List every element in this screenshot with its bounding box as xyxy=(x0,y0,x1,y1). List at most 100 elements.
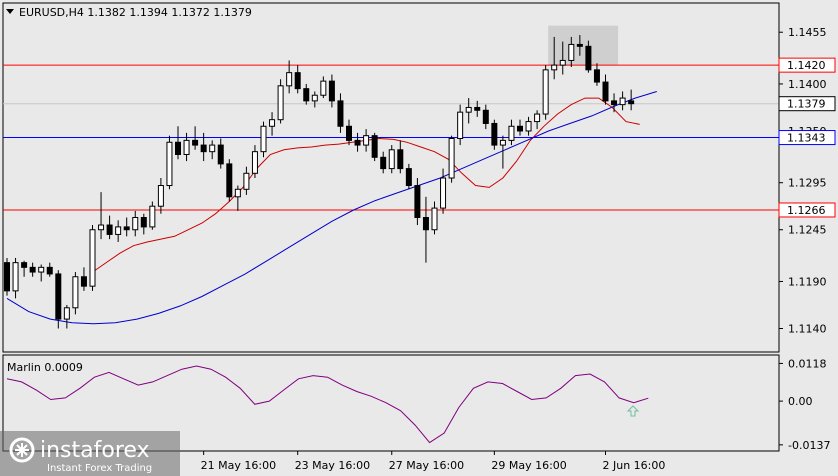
candle-body xyxy=(80,276,87,287)
candle-body xyxy=(611,100,618,106)
candle xyxy=(72,272,79,315)
dropdown-triangle-icon[interactable] xyxy=(6,9,14,14)
symbol-header: EURUSD,H4 1.1382 1.1394 1.1372 1.1379 xyxy=(19,6,252,19)
candle xyxy=(200,132,207,162)
candle-body xyxy=(157,185,164,207)
candle-body xyxy=(277,85,284,121)
candle-body xyxy=(337,100,344,127)
candle xyxy=(431,201,438,235)
candle xyxy=(611,93,618,113)
candle-body xyxy=(465,106,472,113)
candle-body xyxy=(192,139,199,146)
candle xyxy=(166,135,173,190)
candle xyxy=(311,91,318,108)
level-tag-label: 1.1420 xyxy=(787,59,826,72)
candle xyxy=(508,119,515,146)
candle-body xyxy=(4,262,10,292)
level-tag xyxy=(778,57,836,73)
candle-body xyxy=(286,72,293,87)
candle xyxy=(422,196,429,263)
candle-body xyxy=(551,64,558,71)
candle-body xyxy=(251,151,258,174)
candle xyxy=(405,163,412,190)
candle xyxy=(619,91,626,111)
candle xyxy=(414,178,421,226)
candle-body xyxy=(534,113,541,123)
candle-body xyxy=(311,94,318,102)
y-tick-label: 1.1455 xyxy=(788,26,827,39)
watermark-tagline: Instant Forex Trading xyxy=(47,463,152,474)
candle xyxy=(380,151,387,174)
candles xyxy=(4,35,635,329)
candle xyxy=(363,129,370,152)
candle xyxy=(371,132,378,162)
candle-body xyxy=(260,125,267,153)
candle xyxy=(328,74,335,108)
oscillator-label: Marlin 0.0009 xyxy=(7,361,83,374)
candle xyxy=(132,210,139,237)
candle xyxy=(251,145,258,178)
time-axis: 21 May 16:00 23 May 16:00 27 May 16:00 29 M… xyxy=(201,451,666,472)
candle xyxy=(21,260,28,277)
candle-body xyxy=(132,217,139,231)
candle xyxy=(217,138,224,169)
candle xyxy=(175,126,181,160)
candle xyxy=(525,116,532,136)
candle xyxy=(294,65,301,94)
candle xyxy=(192,126,199,150)
candle xyxy=(491,119,498,150)
instaforex-logo: instaforex Instant Forex Trading xyxy=(0,431,180,476)
candle-body xyxy=(29,266,36,273)
candle xyxy=(55,270,62,329)
candle-body xyxy=(269,119,276,127)
candle-body xyxy=(149,205,156,228)
x-tick-label: 2 Jun 16:00 xyxy=(603,459,666,472)
y-tick-label: 1.1140 xyxy=(788,322,827,335)
candle-body xyxy=(542,69,549,115)
candle-body xyxy=(474,106,481,111)
candle-body xyxy=(98,224,105,231)
x-tick-label: 21 May 16:00 xyxy=(201,459,276,472)
candle xyxy=(89,225,96,291)
candle xyxy=(337,93,344,133)
candle-body xyxy=(46,266,53,275)
candle xyxy=(628,89,635,111)
candle-body xyxy=(63,307,70,320)
up-arrow-icon xyxy=(626,405,640,417)
candle-body xyxy=(576,43,583,47)
candle xyxy=(320,76,327,99)
candle-body xyxy=(183,139,190,155)
candle xyxy=(568,36,575,68)
candle xyxy=(157,178,164,214)
candle-body xyxy=(593,69,600,83)
candle-body xyxy=(89,229,96,287)
candle-body xyxy=(328,80,335,102)
candle-body xyxy=(559,59,566,66)
candle xyxy=(440,168,447,214)
candle-body xyxy=(123,226,130,231)
candle xyxy=(397,140,404,174)
candle-body xyxy=(525,121,532,132)
candle-body xyxy=(405,168,412,187)
candle-body xyxy=(175,141,181,155)
candle xyxy=(277,79,284,124)
candle-body xyxy=(106,224,113,235)
price-axis: 1.14551.14001.13501.12951.12451.11901.11… xyxy=(778,26,836,335)
candle-body xyxy=(422,217,429,231)
main-panel xyxy=(2,2,780,353)
candle xyxy=(38,264,45,282)
candle xyxy=(115,220,122,242)
candle xyxy=(542,65,549,120)
candle xyxy=(123,217,130,237)
candle-body xyxy=(140,217,147,228)
candle xyxy=(63,304,70,329)
candle-body xyxy=(585,45,592,71)
candle-body xyxy=(363,135,370,146)
candle-body xyxy=(12,262,19,292)
candle xyxy=(602,74,609,105)
candle xyxy=(12,257,19,299)
candle xyxy=(4,257,10,296)
candle-body xyxy=(388,149,395,170)
candle xyxy=(269,112,276,136)
